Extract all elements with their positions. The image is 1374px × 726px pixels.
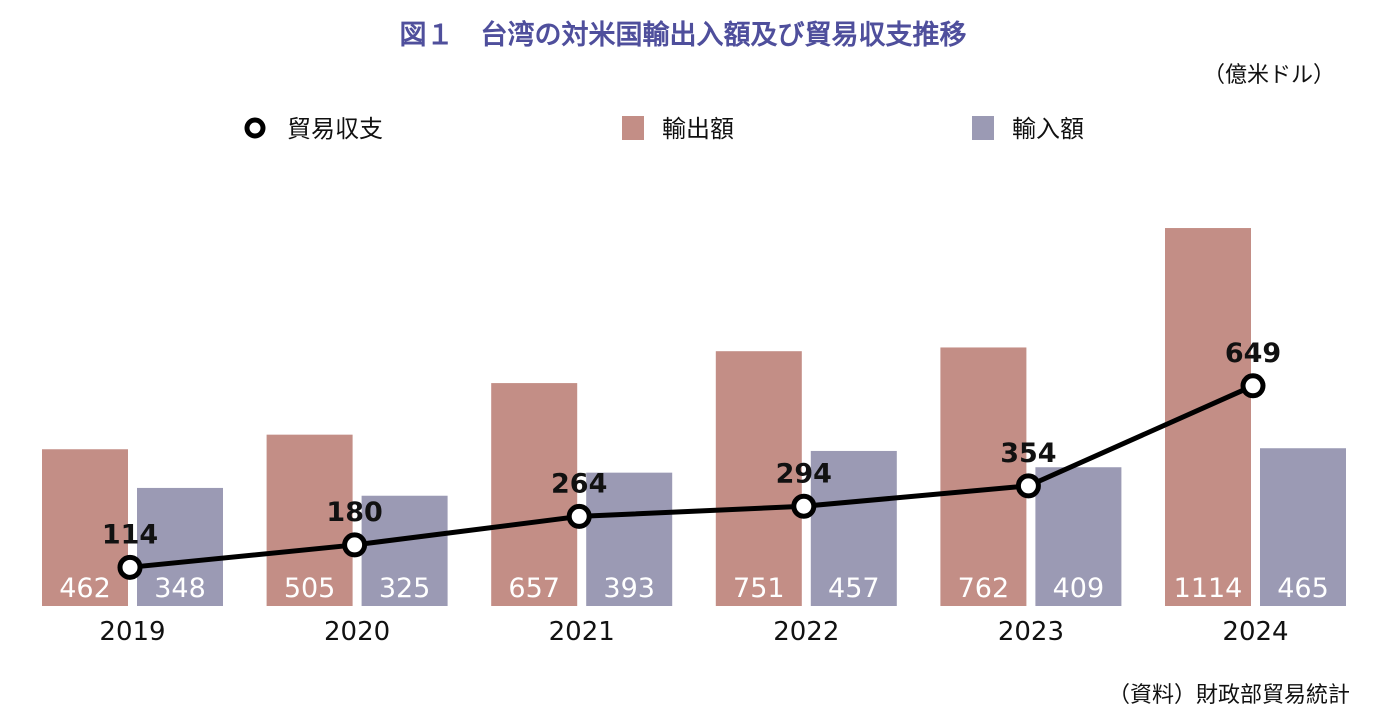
bar-imports-2020	[361, 495, 448, 606]
bar-label-exports-2019: 462	[59, 573, 111, 604]
bar-label-exports-2023: 762	[958, 573, 1010, 604]
trade-balance-label-2019: 114	[102, 519, 158, 550]
trade-balance-label-2021: 264	[551, 468, 607, 499]
x-tick-2023: 2023	[998, 617, 1064, 647]
x-axis: 2019 2020 2021 2022 2023 2024	[99, 617, 1288, 647]
x-tick-2021: 2021	[549, 617, 615, 647]
legend-label-imports: 輸入額	[1012, 115, 1084, 143]
trade-balance-point-2023	[1015, 473, 1041, 499]
bar-exports-2023	[940, 347, 1027, 606]
legend-marker-trade-balance	[244, 117, 266, 139]
unit-label: （億米ドル）	[1203, 63, 1335, 88]
bar-label-imports-2023: 409	[1053, 573, 1105, 604]
bar-label-imports-2019: 348	[154, 573, 206, 604]
trade-balance-label-2023: 354	[1000, 438, 1056, 469]
bar-label-imports-2021: 393	[603, 573, 655, 604]
x-tick-2019: 2019	[99, 617, 165, 647]
trade-balance-point-2019	[117, 554, 143, 580]
trade-balance-label-2022: 294	[776, 458, 832, 489]
bar-label-imports-2024: 465	[1277, 573, 1329, 604]
bar-label-imports-2022: 457	[828, 573, 880, 604]
bar-imports-2024	[1260, 448, 1346, 606]
trade-balance-point-2024	[1240, 373, 1266, 399]
chart-title: 図１ 台湾の対米国輸出入額及び貿易収支推移	[400, 19, 967, 51]
bar-exports-2022	[715, 351, 802, 606]
legend-swatch-imports	[972, 116, 994, 140]
bar-label-exports-2021: 657	[508, 573, 560, 604]
bar-label-exports-2024: 1114	[1174, 573, 1243, 604]
bar-exports-2020	[266, 434, 353, 606]
bar-label-imports-2020: 325	[379, 573, 431, 604]
bar-imports-2023	[1035, 467, 1122, 606]
trade-balance-point-2021	[566, 503, 592, 529]
trade-balance-point-2020	[342, 532, 368, 558]
trade-balance-layer: 114 180 264 294 354 649	[102, 338, 1281, 580]
bar-imports-2019	[137, 487, 223, 606]
bar-label-exports-2022: 751	[733, 573, 785, 604]
x-tick-2022: 2022	[773, 617, 839, 647]
bar-imports-2022	[810, 450, 897, 606]
source-note: （資料）財政部貿易統計	[1108, 683, 1350, 708]
x-tick-2024: 2024	[1222, 617, 1288, 647]
bar-imports-2021	[586, 472, 673, 606]
legend: 貿易収支 輸出額 輸入額	[244, 115, 1084, 143]
bar-exports-2021	[491, 383, 578, 606]
legend-swatch-exports	[622, 116, 644, 140]
bar-exports-2019	[42, 449, 128, 606]
trade-balance-point-2022	[791, 493, 817, 519]
trade-balance-line	[127, 383, 1256, 570]
legend-label-exports: 輸出額	[662, 115, 734, 143]
legend-label-trade-balance: 貿易収支	[287, 115, 383, 143]
trade-balance-label-2020: 180	[326, 497, 382, 528]
bar-label-exports-2020: 505	[284, 573, 336, 604]
trade-balance-label-2024: 649	[1225, 338, 1281, 369]
bars-layer: 462 348 505 325 657 393 751 457 762 409 1114 465	[42, 228, 1346, 607]
x-tick-2020: 2020	[324, 617, 390, 647]
